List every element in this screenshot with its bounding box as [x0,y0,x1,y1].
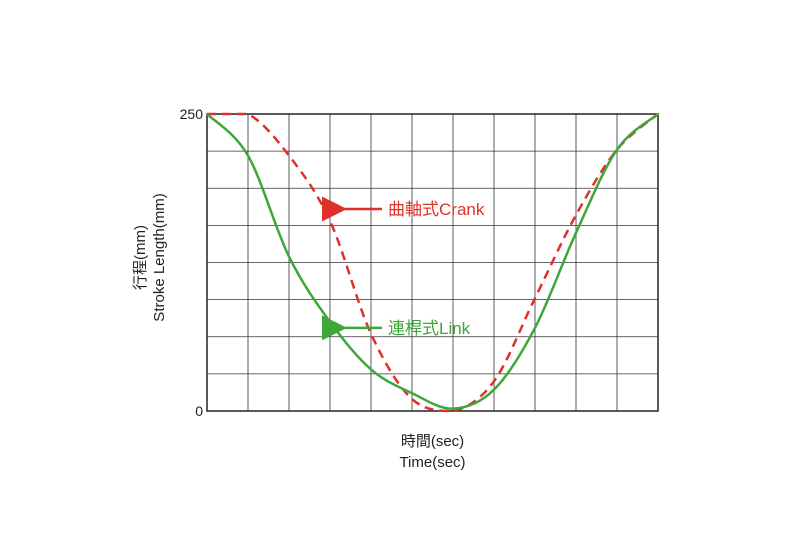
x-axis-label-cn: 時間(sec) [401,433,464,450]
annotation-layer: 曲軸式Crank 連桿式Link [322,196,485,341]
series-line-0 [207,112,659,413]
annotation-label-0: 曲軸式Crank [388,200,485,219]
series-line-1 [206,113,659,410]
ytick-label-min: 0 [195,403,203,419]
plot-border [206,113,659,412]
x-axis-label-en: Time(sec) [399,454,465,471]
plot-grid [207,114,658,411]
y-axis-label-cn: 行程(mm) [132,225,149,290]
annotation-label-1: 連桿式Link [388,319,471,338]
y-axis-label-en: Stroke Length(mm) [151,193,168,321]
y-axis-label: 行程(mm) Stroke Length(mm) [132,193,168,321]
series-layer [206,112,659,413]
ytick-label-max: 250 [180,106,204,122]
